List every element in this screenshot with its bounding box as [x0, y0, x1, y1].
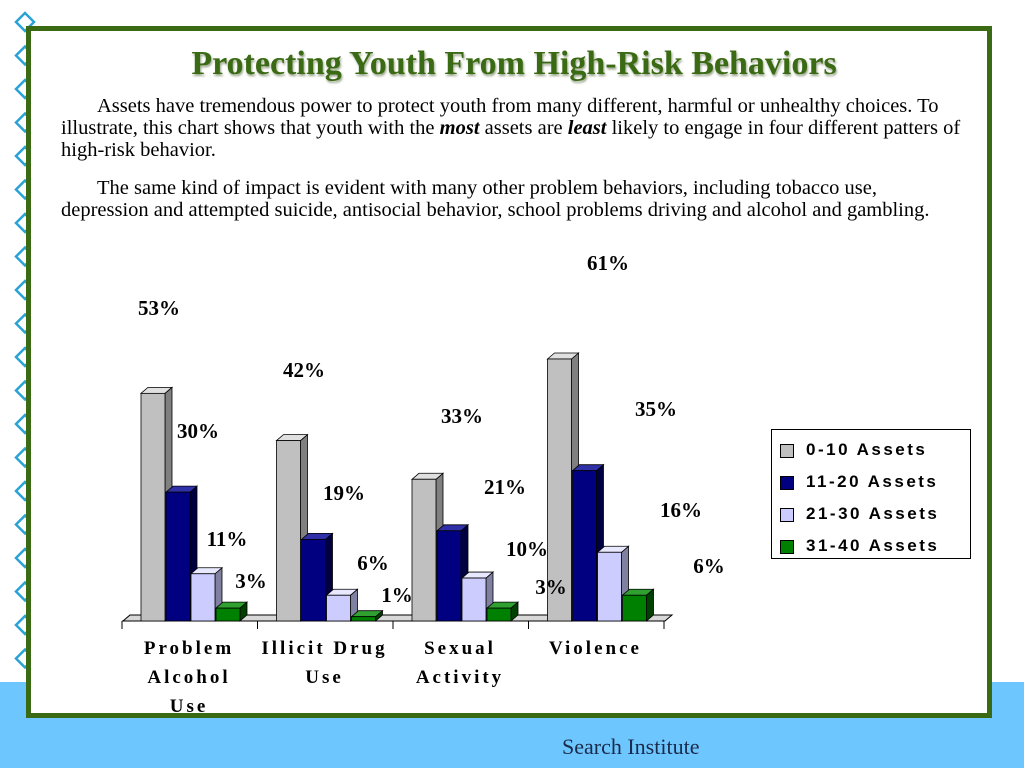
legend-swatch [780, 508, 794, 522]
bar [301, 538, 326, 622]
category-label: Illicit Drug [261, 638, 387, 659]
legend-swatch [780, 444, 794, 458]
bar [326, 594, 351, 622]
legend-label: 21-30 Assets [806, 504, 940, 523]
category-label: Activity [416, 667, 504, 688]
data-label: 35% [635, 397, 677, 421]
bar [351, 616, 376, 622]
data-label: 30% [177, 419, 219, 443]
bar [215, 607, 241, 622]
emphasis-least: least [567, 117, 607, 139]
category-label: Alcohol [147, 667, 230, 688]
intro-text-1: Assets have tremendous power to protect … [61, 95, 939, 139]
data-label: 6% [357, 551, 389, 575]
diamond-icon [14, 11, 36, 33]
intro-text-2: assets are [479, 117, 568, 139]
intro-paragraph: Assets have tremendous power to protect … [61, 95, 961, 161]
bar [411, 478, 437, 622]
legend-label: 0-10 Assets [806, 440, 928, 459]
data-label: 33% [441, 404, 483, 428]
data-label: 6% [693, 554, 725, 578]
bar [436, 530, 462, 622]
bar-chart: 53% 30% 11% 3% 42% 19% 6% 1% 33% 21% 10% 3% 61% 35% 16… [121, 251, 725, 717]
data-label: 61% [587, 251, 629, 275]
category-label: Sexual [424, 638, 496, 659]
bar [547, 358, 572, 622]
bar [165, 491, 191, 622]
bar [572, 470, 597, 622]
chart-legend: 0-10 Assets 11-20 Assets 21-30 Assets 31… [771, 429, 971, 559]
slide-frame: Protecting Youth From High-Risk Behavior… [26, 26, 992, 718]
slide-title: Protecting Youth From High-Risk Behavior… [191, 45, 837, 82]
category-label: Use [305, 667, 344, 688]
category-label: Use [170, 696, 209, 717]
legend-swatch [780, 476, 794, 490]
legend-swatch [780, 540, 794, 554]
data-label: 1% [381, 583, 413, 607]
data-label: 10% [506, 537, 548, 561]
category-label: Violence [549, 638, 642, 659]
data-label: 3% [235, 569, 267, 593]
data-label: 3% [535, 575, 567, 599]
data-label: 21% [484, 475, 526, 499]
bar [461, 577, 487, 622]
bar [140, 392, 166, 622]
bar [622, 594, 647, 622]
data-label: 16% [660, 498, 702, 522]
data-label: 53% [138, 296, 180, 320]
legend-label: 11-20 Assets [806, 472, 939, 491]
intro-text-3: likely to engage in four different patte… [61, 117, 961, 161]
impact-text: The same kind of impact is evident with … [61, 177, 930, 221]
data-label: 11% [207, 527, 248, 551]
impact-paragraph: The same kind of impact is evident with … [61, 177, 961, 221]
bar [190, 573, 216, 622]
bar [597, 551, 622, 622]
bar [276, 440, 301, 622]
legend-label: 31-40 Assets [806, 536, 940, 555]
emphasis-most: most [439, 117, 480, 139]
data-label: 19% [323, 481, 365, 505]
category-label: Problem [144, 638, 234, 659]
bar [486, 607, 512, 622]
data-label: 42% [283, 358, 325, 382]
footer-credit: Search Institute [562, 734, 700, 759]
